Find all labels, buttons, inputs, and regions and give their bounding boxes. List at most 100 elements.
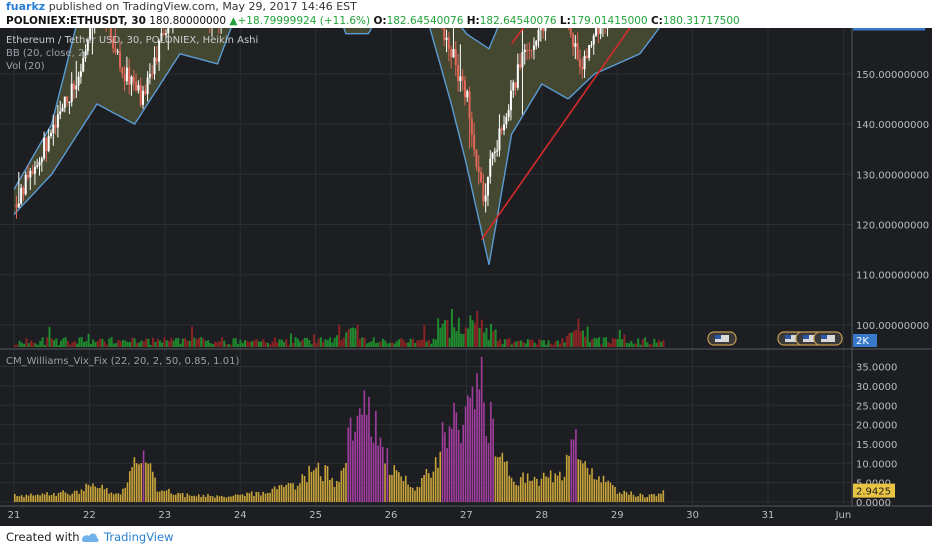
volume-bar <box>600 344 603 347</box>
candle-body <box>507 110 510 118</box>
volume-bar <box>450 308 453 347</box>
volume-bar <box>250 341 253 347</box>
volume-bar <box>467 328 470 347</box>
vix-bar <box>294 489 297 502</box>
volume-bar <box>301 339 304 347</box>
volume-bar <box>319 337 322 347</box>
vix-bar <box>149 463 152 502</box>
volume-bar <box>191 326 194 347</box>
volume-bar <box>478 327 481 347</box>
volume-bar <box>568 332 571 347</box>
volume-bar <box>368 342 371 347</box>
volume-bar <box>82 342 85 347</box>
candle-body <box>114 48 117 52</box>
vix-bar <box>579 460 582 502</box>
candle-body <box>167 28 170 34</box>
volume-bar <box>618 329 621 347</box>
vix-bar <box>237 494 239 502</box>
candle-body <box>164 33 167 35</box>
volume-bar <box>582 330 585 347</box>
vix-bar <box>246 492 248 502</box>
volume-bar <box>142 341 145 347</box>
volume-bar <box>308 340 311 347</box>
flag-canton-icon <box>785 335 791 339</box>
vix-tick-label: 10.0000 <box>856 459 897 470</box>
vix-bar <box>503 461 506 502</box>
volume-bar <box>207 340 210 347</box>
volume-bar <box>662 340 665 347</box>
vix-bar <box>269 492 271 502</box>
volume-bar <box>448 337 451 347</box>
vix-bar <box>57 492 60 502</box>
indicator-legend: CM_Williams_Vix_Fix (22, 20, 2, 50, 0.85… <box>6 356 239 367</box>
last-price: 180.80000000 <box>149 15 227 27</box>
volume-bar <box>646 342 649 347</box>
vix-bar <box>485 436 488 502</box>
volume-bar <box>496 341 499 347</box>
candle-body <box>112 39 115 49</box>
tradingview-brand[interactable]: TradingView <box>104 530 174 544</box>
volume-bar <box>170 337 173 347</box>
volume-bar <box>32 342 35 347</box>
volume-bar <box>243 340 246 347</box>
volume-bar <box>591 339 594 347</box>
price-tick-label: 140.00000000 <box>856 120 929 131</box>
vix-bar <box>289 483 292 502</box>
volume-bar <box>193 337 196 347</box>
published-text: published on TradingView.com, May 29, 20… <box>48 0 357 13</box>
volume-bar <box>108 338 111 347</box>
vix-bar <box>430 477 432 502</box>
volume-bar <box>110 337 113 347</box>
volume-bar <box>147 338 150 347</box>
vix-bar <box>499 456 501 502</box>
volume-bar <box>552 344 555 347</box>
time-tick-label: 24 <box>234 510 247 521</box>
vix-bar <box>103 489 106 502</box>
volume-bar <box>151 337 154 347</box>
candle-body <box>454 48 457 65</box>
volume-bar <box>400 338 403 347</box>
author-name[interactable]: fuarkz <box>6 0 46 13</box>
vix-bar <box>16 496 18 502</box>
volume-bar <box>177 338 180 347</box>
vix-bar <box>501 452 504 502</box>
vix-bar <box>126 482 129 502</box>
volume-bar <box>163 337 166 347</box>
volume-bar <box>112 343 115 347</box>
volume-bar <box>57 344 60 347</box>
volume-bar <box>365 343 368 347</box>
vix-bar <box>588 474 591 502</box>
vix-bar <box>490 401 492 502</box>
vix-bar <box>243 495 246 502</box>
candle-body <box>22 187 25 195</box>
candle-body <box>75 85 78 90</box>
chart-area[interactable]: 100.00000000 110.00000000 120.00000000 130.… <box>0 28 932 526</box>
volume-bar <box>276 342 279 347</box>
volume-bar <box>273 337 276 347</box>
volume-bar <box>398 339 401 347</box>
volume-bar <box>418 340 421 347</box>
vix-bar <box>423 475 425 502</box>
candle-body <box>466 91 469 98</box>
lower-band-badge-bg <box>853 28 925 31</box>
vix-bar <box>276 489 278 502</box>
volume-bar <box>271 341 274 347</box>
volume-bar <box>423 324 426 347</box>
vix-bar <box>329 479 331 502</box>
vix-bar <box>483 402 485 502</box>
candle-body <box>470 118 473 135</box>
volume-bar <box>16 344 19 347</box>
candle-body <box>500 128 503 131</box>
volume-bar <box>103 341 106 347</box>
bollinger-band-fill <box>14 28 660 265</box>
chart-canvas[interactable]: 100.00000000 110.00000000 120.00000000 130.… <box>0 28 932 526</box>
volume-bar <box>501 344 504 347</box>
candle-body <box>493 151 496 153</box>
candle-body <box>457 64 460 82</box>
vix-bar <box>200 496 202 502</box>
volume-bar <box>237 344 240 347</box>
vix-bar <box>128 471 131 502</box>
vix-bar <box>469 397 471 502</box>
volume-legend: Vol (20) <box>6 61 45 72</box>
candle-body <box>519 64 522 68</box>
